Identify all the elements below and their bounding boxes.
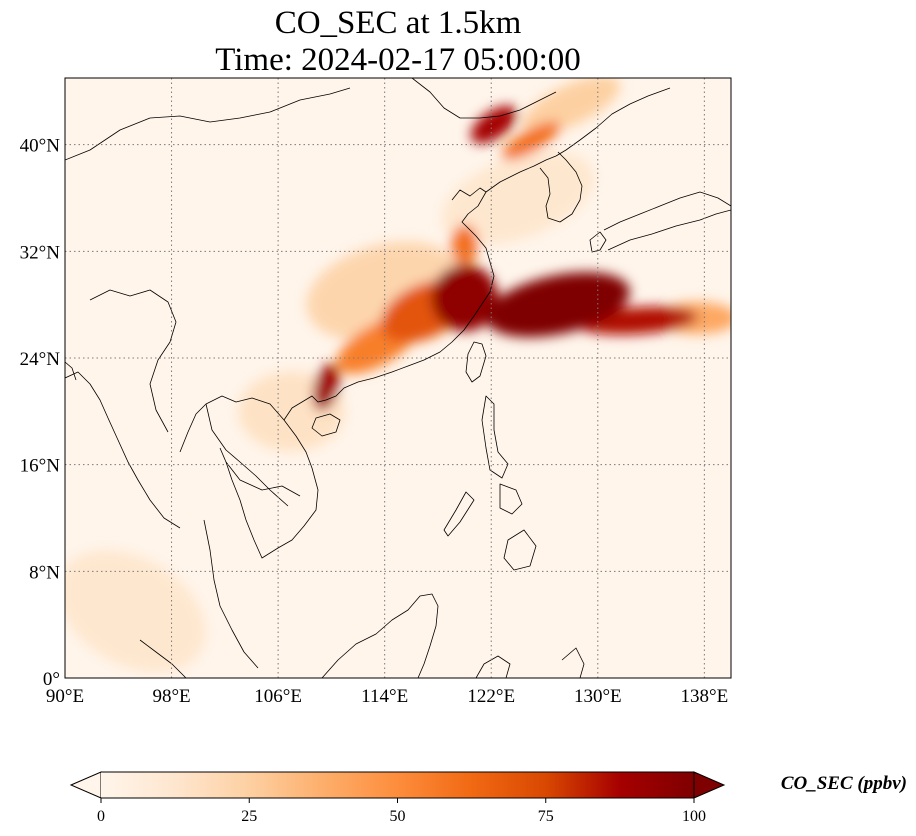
coastline-visayas xyxy=(499,483,523,515)
coastline-mindanao xyxy=(503,529,537,571)
coastline-india-edge xyxy=(65,361,77,381)
border-korea-china xyxy=(555,87,671,157)
colorbar-tick-label: 75 xyxy=(538,808,554,825)
lat-tick-label: 0° xyxy=(43,669,60,690)
border-china-vietnam xyxy=(179,395,285,453)
colorbar-tick-label: 0 xyxy=(97,808,105,825)
map-panel: 90°E 98°E 106°E 114°E 122°E 130°E 138°E 0° 8°N 1… xyxy=(20,77,732,707)
coastlines xyxy=(65,78,731,678)
gridlines xyxy=(65,78,731,678)
co-plume xyxy=(65,78,731,673)
coastline-hainan xyxy=(311,413,341,437)
border-cambodia xyxy=(225,461,301,497)
lon-tick-label: 98°E xyxy=(152,686,190,707)
coastline-japan-kyushu xyxy=(589,231,607,253)
coastline-bay-of-bengal xyxy=(65,371,181,529)
longitude-ticks: 90°E 98°E 106°E 114°E 122°E 130°E 138°E xyxy=(46,686,728,707)
coastline-japan-south xyxy=(607,209,731,251)
map-frame xyxy=(64,77,732,679)
border-myanmar xyxy=(89,289,177,433)
colorbar-extend-high xyxy=(693,771,726,799)
colorbar-label: CO_SEC (ppbv) xyxy=(781,773,907,794)
lon-tick-label: 90°E xyxy=(46,686,84,707)
lat-tick-label: 40°N xyxy=(20,136,61,157)
colorbar-extend-low xyxy=(69,771,102,799)
title-line-2: Time: 2024-02-17 05:00:00 xyxy=(215,42,580,78)
coastline-sumatra xyxy=(139,639,187,678)
plume-region xyxy=(431,264,498,332)
title-line-1: CO_SEC at 1.5km xyxy=(275,5,522,41)
lat-tick-label: 24°N xyxy=(20,349,61,370)
lon-tick-label: 114°E xyxy=(361,686,408,707)
coastline-luzon xyxy=(481,395,509,479)
colorbar-tick-label: 100 xyxy=(682,808,706,825)
colorbar-tick-label: 25 xyxy=(241,808,257,825)
coastline-korea xyxy=(539,151,583,223)
lon-tick-label: 130°E xyxy=(574,686,622,707)
lon-tick-label: 106°E xyxy=(254,686,302,707)
border-north xyxy=(65,87,351,161)
colorbar-tick-label: 50 xyxy=(390,808,406,825)
colorbar-ticks: 0 25 50 75 100 xyxy=(97,798,706,825)
plume-region xyxy=(451,224,478,265)
plume-region xyxy=(65,550,206,673)
lat-tick-label: 8°N xyxy=(29,562,60,583)
border-mongolia xyxy=(411,78,557,119)
lat-tick-label: 32°N xyxy=(20,242,61,263)
colorbar-bar xyxy=(101,772,694,798)
plume-region xyxy=(522,78,621,134)
coastline-new-guinea xyxy=(561,647,585,678)
coastline-japan-honshu xyxy=(603,191,731,231)
coastline-taiwan xyxy=(465,341,487,383)
colorbar: 0 25 50 75 100 CO_SEC (ppbv) xyxy=(69,771,907,825)
plume-region xyxy=(312,363,340,411)
border-laos-thailand xyxy=(205,403,289,507)
coastline-palawan xyxy=(443,491,475,537)
lat-tick-label: 16°N xyxy=(20,456,61,477)
plume-region xyxy=(470,105,518,144)
coastline-borneo xyxy=(321,593,439,678)
lon-tick-label: 122°E xyxy=(467,686,515,707)
plume-region xyxy=(501,121,561,160)
plume-region xyxy=(485,272,630,338)
lon-tick-label: 138°E xyxy=(681,686,729,707)
coastline-sulawesi xyxy=(475,655,511,678)
latitude-ticks: 0° 8°N 16°N 24°N 32°N 40°N xyxy=(20,136,61,690)
coastline-bohai xyxy=(485,155,557,193)
coastline-east-asia xyxy=(219,187,495,559)
plume-region xyxy=(441,151,595,245)
coastline-malay-peninsula xyxy=(203,519,259,669)
